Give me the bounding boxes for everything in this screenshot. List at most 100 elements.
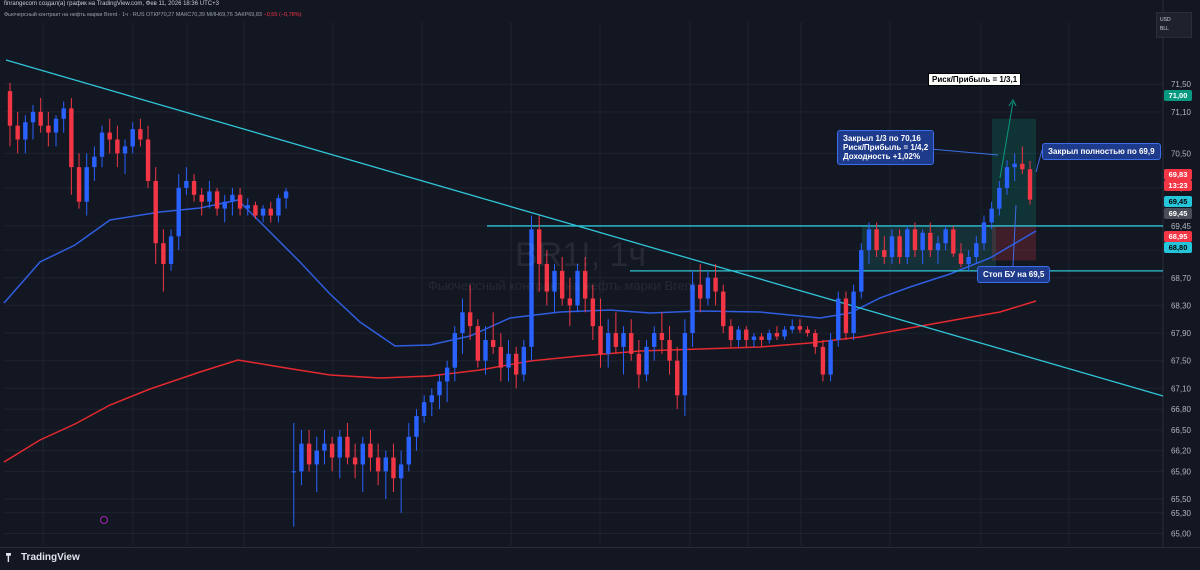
- candle-body: [813, 333, 818, 347]
- candle-body: [7, 91, 13, 126]
- candle-body: [1020, 163, 1025, 170]
- candle-body: [897, 236, 902, 258]
- candle-body: [644, 346, 649, 375]
- y-tick-label: 68,30: [1171, 301, 1192, 310]
- candle-body: [559, 270, 565, 299]
- candle-body: [667, 339, 672, 361]
- full-close-pointer: [1035, 149, 1043, 173]
- symbol-info[interactable]: Фьючерсный контракт на нефть марки Brent…: [4, 12, 301, 18]
- open-value: ОТКР70,27: [146, 12, 175, 18]
- candle-body: [805, 329, 810, 334]
- y-tick-label: 71,50: [1171, 80, 1192, 89]
- tradingview-logo-icon: [6, 553, 11, 562]
- candle-body: [61, 108, 66, 119]
- candle-body: [375, 457, 381, 472]
- close-value: ЗАКР69,83: [234, 12, 262, 18]
- tradingview-logo[interactable]: TradingView: [6, 552, 80, 563]
- stop-breakeven-note[interactable]: Стоп БУ на 69,5: [977, 266, 1051, 283]
- candle-body: [391, 457, 396, 479]
- candle-body: [490, 339, 496, 347]
- y-tick-label: 70,50: [1171, 149, 1192, 158]
- candle-body: [1012, 163, 1017, 168]
- low-value: МИН69,76: [206, 12, 233, 18]
- candle-body: [15, 125, 20, 140]
- candle-body: [230, 194, 235, 202]
- level-bottom-label: 68,80: [1164, 242, 1192, 253]
- candle-body: [552, 270, 557, 292]
- full-close-note[interactable]: Закрыл полностью по 69,9: [1042, 143, 1161, 160]
- y-tick-label: 67,10: [1171, 384, 1192, 393]
- bar-timer-label: 13:23: [1164, 180, 1192, 191]
- candle-body: [207, 191, 212, 202]
- candle-body: [406, 436, 411, 465]
- currency-unit-box[interactable]: USD BLL: [1156, 12, 1192, 38]
- candle-body: [721, 291, 726, 327]
- candle-body: [820, 346, 826, 375]
- candle-body: [698, 284, 703, 299]
- candle-body: [76, 167, 82, 202]
- y-tick-label: 66,20: [1171, 447, 1192, 456]
- chart-attribution: finrangecom создал(а) график на TradingV…: [4, 1, 219, 7]
- candle-body: [636, 353, 642, 375]
- candle-body: [759, 336, 764, 340]
- risk-reward-label[interactable]: Риск/Прибыль = 1/3,1: [928, 73, 1022, 86]
- candle-body: [866, 229, 872, 251]
- candle-body: [176, 187, 181, 237]
- candle-body: [544, 263, 550, 292]
- symbol-name[interactable]: Фьючерсный контракт на нефть марки Brent…: [4, 12, 145, 18]
- candle-body: [398, 464, 404, 479]
- y-tick-label: 65,00: [1171, 530, 1192, 539]
- candle-body: [675, 360, 680, 396]
- target-arrowhead: [1008, 99, 1017, 107]
- candle-body: [521, 346, 527, 375]
- candle-body: [605, 333, 611, 354]
- candle-body: [138, 129, 143, 140]
- candle-body: [337, 436, 342, 458]
- candle-body: [928, 232, 933, 251]
- candle-body: [859, 250, 864, 292]
- candle-body: [115, 139, 120, 154]
- entry-price-label: 69,45: [1164, 208, 1192, 219]
- candle-body: [429, 395, 435, 403]
- candle-body: [291, 471, 296, 473]
- candle-body: [744, 329, 749, 340]
- stop-price-label: 68,95: [1164, 231, 1192, 242]
- candle-body: [322, 443, 327, 451]
- partial-close-line-2: Риск/Прибыль = 1/4,2: [843, 143, 929, 152]
- target-price-label: 71,00: [1164, 90, 1192, 101]
- candle-body: [276, 198, 281, 216]
- candle-body: [237, 194, 243, 209]
- watermark-description: Фьючерсный контракт на нефть марки Brent: [428, 278, 696, 293]
- candle-body: [414, 416, 419, 437]
- candle-body: [92, 156, 97, 168]
- candle-body: [774, 333, 780, 337]
- tradingview-brand: TradingView: [21, 552, 80, 563]
- candle-body: [736, 329, 741, 340]
- candle-body: [483, 339, 488, 361]
- candle-body: [836, 298, 841, 340]
- partial-close-note[interactable]: Закрыл 1/3 по 70,16 Риск/Прибыль = 1/4,2…: [837, 130, 935, 165]
- candle-body: [536, 229, 542, 264]
- candle-body: [951, 229, 956, 254]
- footer-bar: [0, 547, 1200, 570]
- last-price-label: 69,83: [1164, 169, 1192, 180]
- candle-body: [629, 333, 634, 354]
- candle-body: [107, 132, 112, 140]
- candle-body: [199, 194, 204, 202]
- candle-body: [728, 326, 734, 340]
- candle-body: [705, 277, 711, 299]
- change-value: −0,55 (−0,78%): [263, 12, 302, 18]
- candle-body: [889, 236, 895, 258]
- candle-body: [329, 443, 335, 458]
- watermark-ticker: BR1!, 1ч: [515, 236, 647, 274]
- candle-body: [130, 129, 135, 147]
- candle-body: [1027, 169, 1033, 200]
- candle-body: [184, 180, 189, 188]
- candle-body: [513, 353, 519, 375]
- candle-body: [245, 205, 250, 209]
- candle-body: [790, 326, 795, 330]
- y-tick-label: 71,10: [1171, 108, 1192, 117]
- candle-body: [974, 243, 979, 258]
- candle-body: [437, 381, 442, 396]
